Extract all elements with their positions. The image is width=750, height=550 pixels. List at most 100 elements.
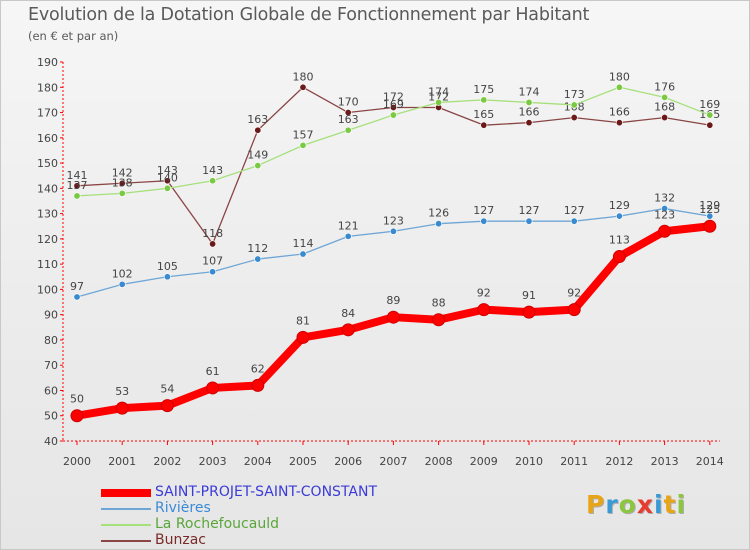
y-tick-label: 160 [37, 132, 58, 145]
x-tick-label: 2003 [199, 455, 227, 468]
data-label-la-rochefoucauld: 137 [67, 179, 88, 192]
point-rivi-res [389, 227, 397, 235]
point-la-rochefoucauld [570, 101, 578, 109]
logo-letter: i [654, 490, 664, 519]
data-label-la-rochefoucauld: 169 [383, 98, 404, 111]
y-tick-label: 120 [37, 233, 58, 246]
point-saint-projet-saint-constant [115, 401, 129, 415]
point-bunzac [615, 119, 623, 127]
data-label-la-rochefoucauld: 174 [519, 85, 540, 98]
data-label-rivi-res: 102 [112, 267, 133, 280]
data-label-rivi-res: 129 [609, 199, 630, 212]
data-label-saint-projet-saint-constant: 113 [609, 234, 630, 247]
y-tick-label: 110 [37, 258, 58, 271]
point-saint-projet-saint-constant [70, 409, 84, 423]
data-label-rivi-res: 126 [428, 207, 449, 220]
y-tick-label: 100 [37, 283, 58, 296]
data-label-la-rochefoucauld: 149 [247, 149, 268, 162]
x-tick-label: 2010 [515, 455, 543, 468]
legend-swatch-bunzac [101, 540, 151, 542]
point-la-rochefoucauld [163, 184, 171, 192]
data-label-saint-projet-saint-constant: 123 [654, 208, 675, 221]
line-chart: 40 50 60 70 80 90 100 110 120 130 140 150 160 170 180 1… [37, 56, 724, 468]
point-rivi-res [435, 220, 443, 228]
data-label-la-rochefoucauld: 143 [202, 164, 223, 177]
point-la-rochefoucauld [73, 192, 81, 200]
data-label-bunzac: 172 [428, 90, 449, 103]
data-label-la-rochefoucauld: 176 [654, 80, 675, 93]
point-bunzac [344, 109, 352, 117]
data-label-bunzac: 141 [67, 169, 88, 182]
x-tick-label: 2011 [560, 455, 588, 468]
data-label-la-rochefoucauld: 175 [473, 83, 494, 96]
data-label-bunzac: 170 [338, 96, 359, 109]
point-la-rochefoucauld [435, 98, 443, 106]
point-saint-projet-saint-constant [567, 303, 581, 317]
x-tick-label: 2009 [470, 455, 498, 468]
logo-letter: o [618, 490, 637, 519]
data-label-rivi-res: 121 [338, 219, 359, 232]
data-label-saint-projet-saint-constant: 54 [160, 383, 174, 396]
point-saint-projet-saint-constant [251, 378, 265, 392]
x-tick-label: 2001 [108, 455, 136, 468]
point-la-rochefoucauld [299, 141, 307, 149]
data-label-bunzac: 166 [519, 106, 540, 119]
logo-letter: i [676, 490, 687, 519]
data-label-bunzac: 163 [247, 113, 268, 126]
y-tick-label: 70 [44, 359, 58, 372]
y-tick-label: 170 [37, 107, 58, 120]
point-saint-projet-saint-constant [296, 330, 310, 344]
point-bunzac [706, 121, 714, 129]
logo-letter: r [605, 490, 619, 519]
point-la-rochefoucauld [525, 98, 533, 106]
x-tick-label: 2005 [289, 455, 317, 468]
data-label-rivi-res: 112 [247, 242, 268, 255]
y-tick-label: 50 [44, 410, 58, 423]
x-tick-label: 2000 [63, 455, 91, 468]
point-rivi-res [299, 250, 307, 258]
data-label-la-rochefoucauld: 157 [293, 128, 314, 141]
data-label-rivi-res: 127 [473, 204, 494, 217]
point-rivi-res [344, 232, 352, 240]
y-tick-label: 150 [37, 157, 58, 170]
legend-label-bunzac: Bunzac [155, 532, 206, 548]
point-la-rochefoucauld [706, 111, 714, 119]
data-label-la-rochefoucauld: 140 [157, 171, 178, 184]
point-saint-projet-saint-constant [206, 381, 220, 395]
point-la-rochefoucauld [118, 189, 126, 197]
point-la-rochefoucauld [209, 177, 217, 185]
point-rivi-res [570, 217, 578, 225]
point-saint-projet-saint-constant [160, 399, 174, 413]
point-bunzac [73, 182, 81, 190]
point-rivi-res [480, 217, 488, 225]
legend-swatch-saint-projet-saint-constant [101, 489, 151, 497]
legend-swatch-rivi-res [101, 508, 151, 510]
point-saint-projet-saint-constant [432, 313, 446, 327]
point-saint-projet-saint-constant [386, 310, 400, 324]
data-label-bunzac: 165 [473, 108, 494, 121]
data-label-rivi-res: 107 [202, 255, 223, 268]
point-saint-projet-saint-constant [658, 224, 672, 238]
y-tick-label: 60 [44, 384, 58, 397]
data-label-la-rochefoucauld: 174 [428, 85, 449, 98]
point-la-rochefoucauld [389, 111, 397, 119]
data-label-rivi-res: 97 [70, 280, 84, 293]
data-label-rivi-res: 123 [383, 214, 404, 227]
data-label-la-rochefoucauld: 180 [609, 70, 630, 83]
point-rivi-res [209, 268, 217, 276]
data-label-rivi-res: 114 [293, 237, 314, 250]
data-label-bunzac: 143 [157, 164, 178, 177]
x-tick-label: 2002 [153, 455, 181, 468]
y-tick-label: 130 [37, 208, 58, 221]
point-bunzac [661, 114, 669, 122]
y-tick-label: 90 [44, 309, 58, 322]
point-bunzac [163, 177, 171, 185]
data-label-la-rochefoucauld: 169 [699, 98, 720, 111]
logo-letter: x [636, 490, 654, 519]
data-label-la-rochefoucauld: 138 [112, 176, 133, 189]
data-label-saint-projet-saint-constant: 91 [522, 289, 536, 302]
x-tick-label: 2006 [334, 455, 362, 468]
y-tick-label: 180 [37, 81, 58, 94]
data-label-rivi-res: 132 [654, 192, 675, 205]
point-rivi-res [163, 273, 171, 281]
